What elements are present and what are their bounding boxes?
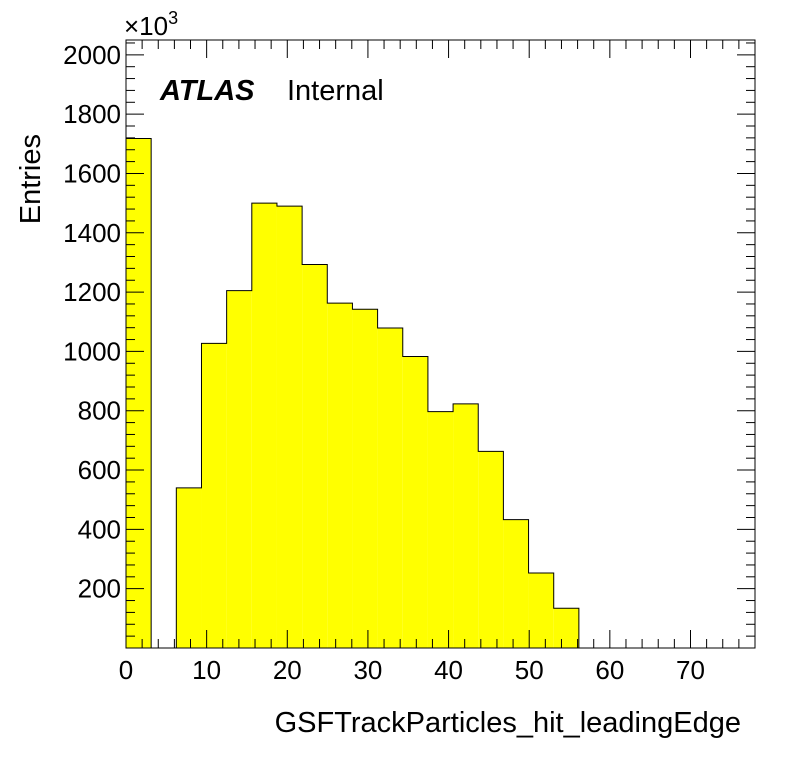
- y-tick-label: 1400: [63, 218, 121, 248]
- y-tick-label: 1200: [63, 277, 121, 307]
- y-tick-label: 2000: [63, 40, 121, 70]
- histogram-bar: [126, 138, 152, 648]
- x-axis-ticks: [125, 40, 756, 648]
- atlas-label: ATLAS: [159, 75, 255, 107]
- plot-frame: [125, 39, 756, 649]
- x-tick-label: 30: [353, 655, 382, 685]
- histogram-bar: [352, 309, 378, 648]
- histogram-bar: [528, 572, 554, 648]
- y-tick-label: 1800: [63, 99, 121, 129]
- histogram-bar: [553, 608, 579, 648]
- x-axis-label: GSFTrackParticles_hit_leadingEdge: [275, 707, 741, 739]
- y-axis-tick-labels: 200 400 600 800 1000 1200 1400 1600 1800 2000: [63, 40, 121, 604]
- histogram-bars: [126, 138, 579, 648]
- histogram-bar: [478, 451, 504, 648]
- x-tick-label: 10: [192, 655, 221, 685]
- histogram-bar: [201, 343, 227, 648]
- histogram-bar: [226, 290, 252, 648]
- y-tick-label: 600: [78, 455, 121, 485]
- histogram-bar: [302, 264, 328, 648]
- multiplier-exponent: 3: [168, 8, 178, 28]
- y-tick-label: 1000: [63, 336, 121, 366]
- histogram-outline: [125, 137, 755, 649]
- x-tick-label: 50: [515, 655, 544, 685]
- x-tick-label: 0: [119, 655, 133, 685]
- x-tick-label: 40: [434, 655, 463, 685]
- x-tick-label: 60: [595, 655, 624, 685]
- x-tick-label: 20: [273, 655, 302, 685]
- histogram-bar: [427, 411, 454, 648]
- x-axis-tick-labels: 0 10 20 30 40 50 60 70: [119, 655, 705, 685]
- histogram-bar: [503, 519, 529, 648]
- multiplier-base: ×10: [124, 11, 168, 41]
- y-axis-multiplier: ×103: [124, 8, 178, 41]
- y-tick-label: 1600: [63, 158, 121, 188]
- status-label: Internal: [287, 75, 384, 107]
- y-tick-label: 400: [78, 514, 121, 544]
- histogram-bar: [251, 203, 277, 648]
- x-tick-label: 70: [676, 655, 705, 685]
- y-axis-ticks: [126, 42, 755, 637]
- histogram-bar: [276, 206, 303, 648]
- histogram-bar: [402, 356, 428, 648]
- histogram-bar: [327, 303, 353, 648]
- histogram-bar: [377, 327, 403, 648]
- y-tick-label: 800: [78, 396, 121, 426]
- y-tick-label: 200: [78, 574, 121, 604]
- histogram-bar: [176, 487, 202, 648]
- y-axis-label: Entries: [15, 134, 47, 224]
- histogram-bar: [453, 403, 479, 648]
